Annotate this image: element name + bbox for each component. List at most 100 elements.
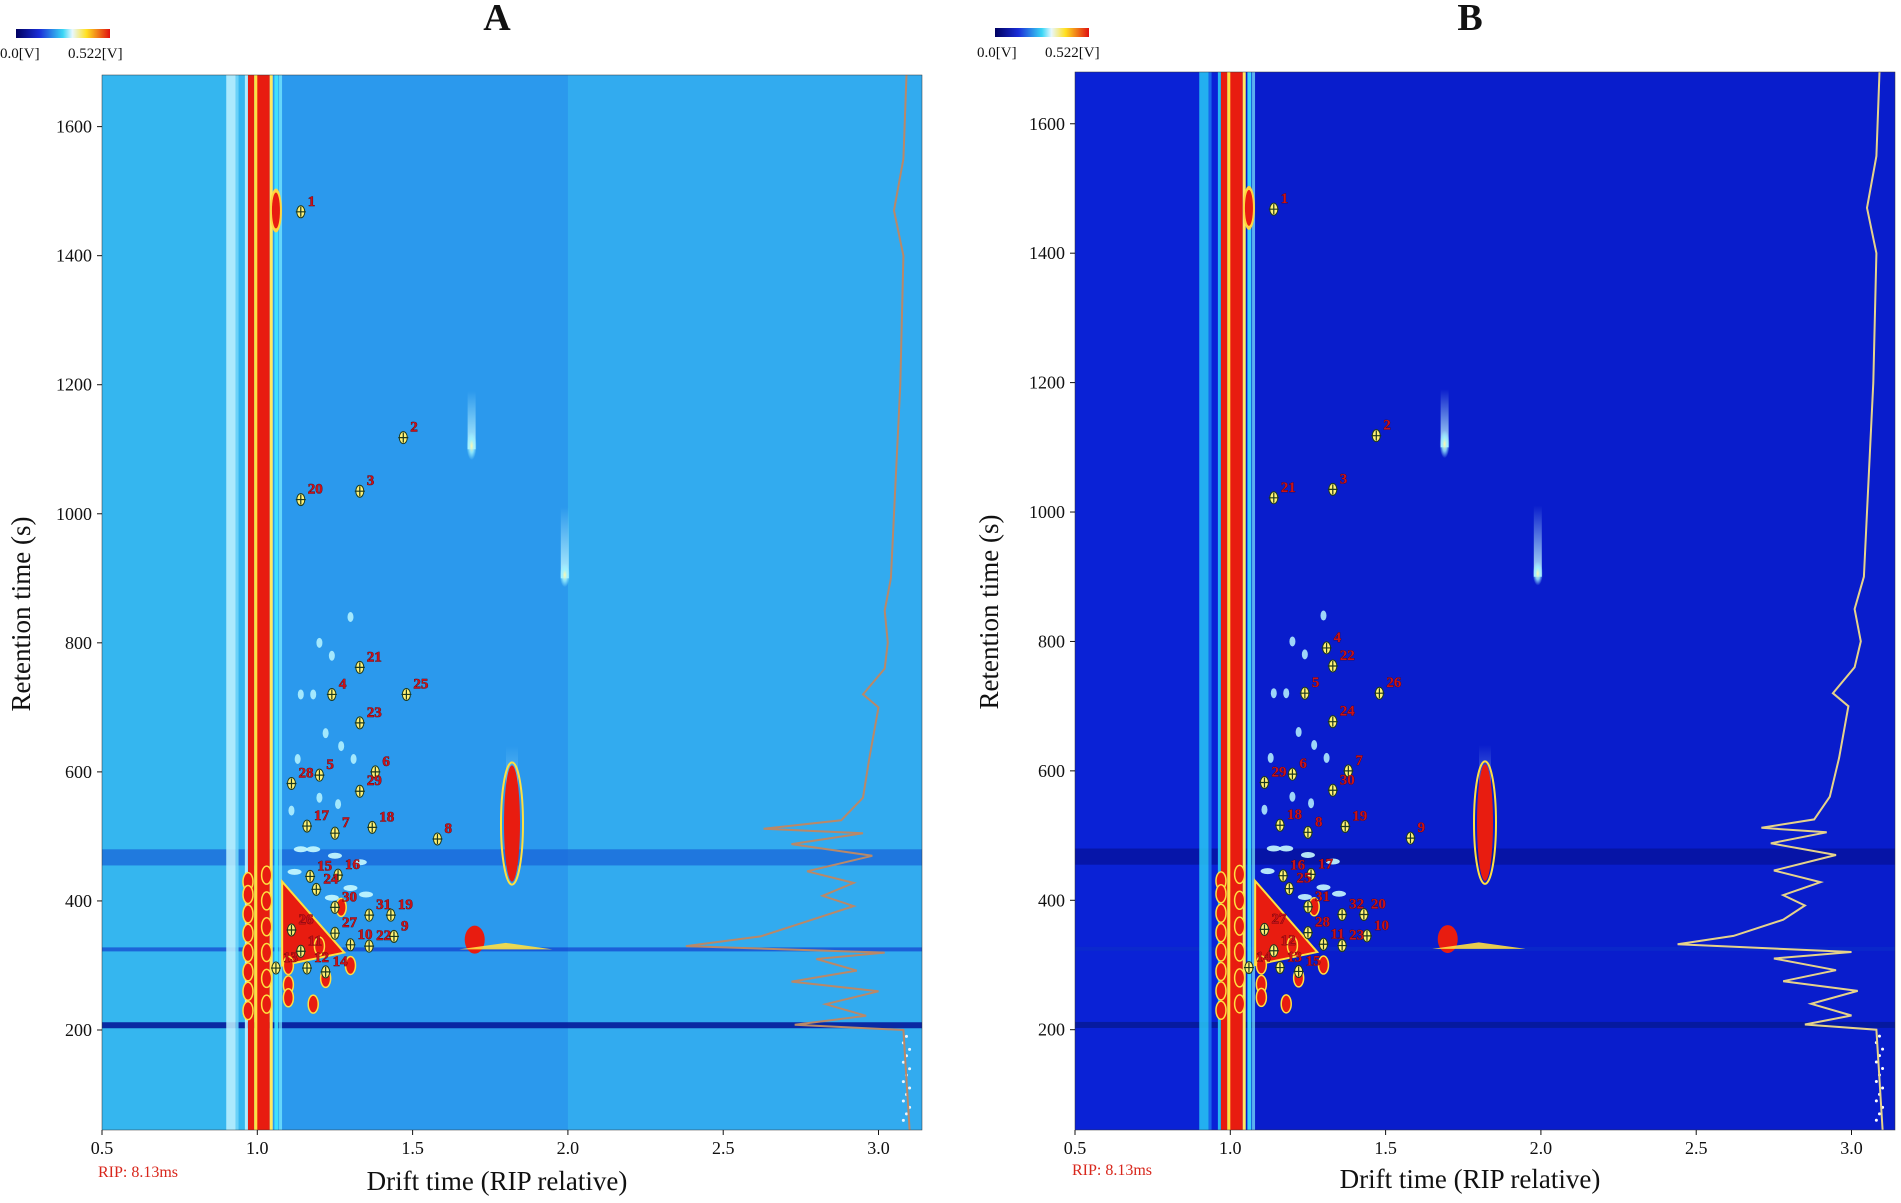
cyan-spot-5 bbox=[359, 891, 374, 898]
y-tick-label-1200: 1200 bbox=[1029, 373, 1065, 393]
cluster-spot-8 bbox=[260, 865, 273, 885]
mid-blue-region bbox=[272, 75, 568, 1130]
x-tick-label-2.0: 2.0 bbox=[1530, 1138, 1553, 1158]
peak-label-21: 21 bbox=[367, 649, 382, 665]
peak-cross-25 bbox=[401, 689, 412, 700]
spectrum-speckle-5 bbox=[1881, 1086, 1885, 1090]
peak-cross-2 bbox=[1371, 430, 1382, 441]
peak-label-1: 1 bbox=[1281, 191, 1289, 207]
vertical-line-093 bbox=[235, 75, 239, 1130]
cluster-spot-11 bbox=[1233, 942, 1246, 962]
peak-cross-28 bbox=[286, 778, 297, 789]
x-tick-label-1.0: 1.0 bbox=[246, 1138, 269, 1158]
red-peak-182-outline bbox=[500, 761, 524, 886]
spectrum-speckle-0 bbox=[1874, 1118, 1878, 1122]
spectrum-speckle-5 bbox=[908, 1086, 912, 1090]
spectrum-speckle-1 bbox=[904, 1112, 908, 1116]
cluster-spot-4 bbox=[242, 942, 254, 963]
peak-cross-3 bbox=[354, 486, 365, 497]
peak-cross-1 bbox=[1268, 204, 1279, 215]
x-tick-label-2.5: 2.5 bbox=[712, 1138, 735, 1158]
rip-blob-inner bbox=[1244, 189, 1253, 226]
peak-label-13: 13 bbox=[283, 950, 298, 966]
y-tick-label-600: 600 bbox=[1038, 761, 1065, 781]
peak-label-20: 20 bbox=[308, 482, 323, 498]
peak-label-7: 7 bbox=[1355, 753, 1363, 769]
peak-cross-22 bbox=[1327, 661, 1338, 672]
peak-cross-29 bbox=[1259, 777, 1270, 788]
cluster-triangle bbox=[1255, 880, 1318, 965]
plot-background-a bbox=[102, 75, 922, 1130]
rip-bar-1 bbox=[1220, 72, 1228, 1130]
band-210 bbox=[102, 1022, 922, 1029]
peak-label-19: 19 bbox=[398, 897, 413, 913]
rip-edge-right bbox=[1242, 72, 1246, 1130]
peak-cross-10 bbox=[1361, 930, 1372, 941]
peak-label-3: 3 bbox=[367, 473, 375, 489]
spectrum-speckle-9 bbox=[901, 1060, 905, 1064]
peak-label-16: 16 bbox=[1290, 858, 1306, 874]
red-blob-170 bbox=[464, 925, 485, 954]
peak-cross-5 bbox=[314, 770, 325, 781]
peak-label-6: 6 bbox=[382, 754, 390, 770]
x-axis-title-b: Drift time (RIP relative) bbox=[1340, 1164, 1601, 1194]
cluster-spot-4 bbox=[1215, 942, 1227, 962]
cyan-spot-1 bbox=[1325, 858, 1340, 865]
peak-cross-8 bbox=[432, 833, 443, 844]
peak-cross-28 bbox=[1302, 927, 1313, 938]
small-spot-1 bbox=[328, 650, 335, 661]
peak-cross-4 bbox=[1321, 642, 1332, 653]
rip-edge-yellow bbox=[1227, 72, 1232, 1130]
vertical-line-090 bbox=[1199, 72, 1209, 1130]
peak-label-12: 12 bbox=[1281, 933, 1296, 949]
peak-label-13: 13 bbox=[1287, 950, 1302, 966]
peak-label-4: 4 bbox=[1334, 630, 1342, 646]
spectrum-speckle-9 bbox=[1874, 1060, 1878, 1064]
glow-169 bbox=[1439, 430, 1450, 459]
peak-cross-4 bbox=[326, 689, 337, 700]
cyan-spot-3 bbox=[1260, 868, 1275, 875]
cluster-triangle-outline bbox=[281, 878, 347, 967]
x-tick-label-2.0: 2.0 bbox=[557, 1138, 580, 1158]
small-spot-10 bbox=[335, 799, 342, 810]
y-tick-label-1400: 1400 bbox=[56, 246, 92, 266]
panel-b-title: B bbox=[1457, 0, 1482, 39]
cluster-spot-16 bbox=[282, 987, 295, 1008]
cluster-triangle bbox=[282, 881, 345, 966]
colorbar-b-min-label: 0.0[V] bbox=[977, 45, 1017, 61]
colorbar-a-gradient bbox=[16, 29, 110, 38]
y-tick-label-1000: 1000 bbox=[1029, 502, 1065, 522]
peak-label-29: 29 bbox=[367, 773, 382, 789]
cluster-spot-7 bbox=[1215, 1000, 1227, 1021]
small-spot-8 bbox=[294, 753, 301, 764]
small-spot-5 bbox=[322, 728, 329, 739]
peak-label-29: 29 bbox=[1271, 765, 1286, 781]
peak-label-15: 15 bbox=[1306, 953, 1321, 969]
peak-cross-30 bbox=[1327, 785, 1338, 796]
small-spot-4 bbox=[310, 689, 317, 700]
peak-label-2: 2 bbox=[410, 420, 418, 436]
peak-cross-16 bbox=[1278, 870, 1289, 881]
peak-label-11: 11 bbox=[1330, 926, 1344, 942]
small-spot-2 bbox=[1320, 610, 1327, 621]
spectrum-speckle-13 bbox=[904, 1034, 908, 1038]
vertical-line-093 bbox=[1208, 72, 1212, 1130]
peak-label-27: 27 bbox=[1271, 911, 1287, 927]
colorbar-b-max-label: 0.522[V] bbox=[1045, 45, 1100, 61]
peak-cross-24 bbox=[1327, 716, 1338, 727]
peak-cross-30 bbox=[329, 902, 340, 913]
peak-label-25: 25 bbox=[1296, 871, 1311, 887]
peak-cross-21 bbox=[354, 662, 365, 673]
spectrum-speckle-1 bbox=[1877, 1112, 1881, 1116]
y-tick-label-1200: 1200 bbox=[56, 375, 92, 395]
peak-label-31: 31 bbox=[1315, 889, 1330, 905]
peak-label-24: 24 bbox=[323, 871, 339, 887]
peak-cross-2 bbox=[398, 432, 409, 443]
peak-cross-18 bbox=[1275, 820, 1285, 831]
y-tick-label-200: 200 bbox=[1038, 1020, 1065, 1040]
peak-label-14: 14 bbox=[1256, 950, 1272, 966]
peak-label-22: 22 bbox=[376, 928, 391, 944]
